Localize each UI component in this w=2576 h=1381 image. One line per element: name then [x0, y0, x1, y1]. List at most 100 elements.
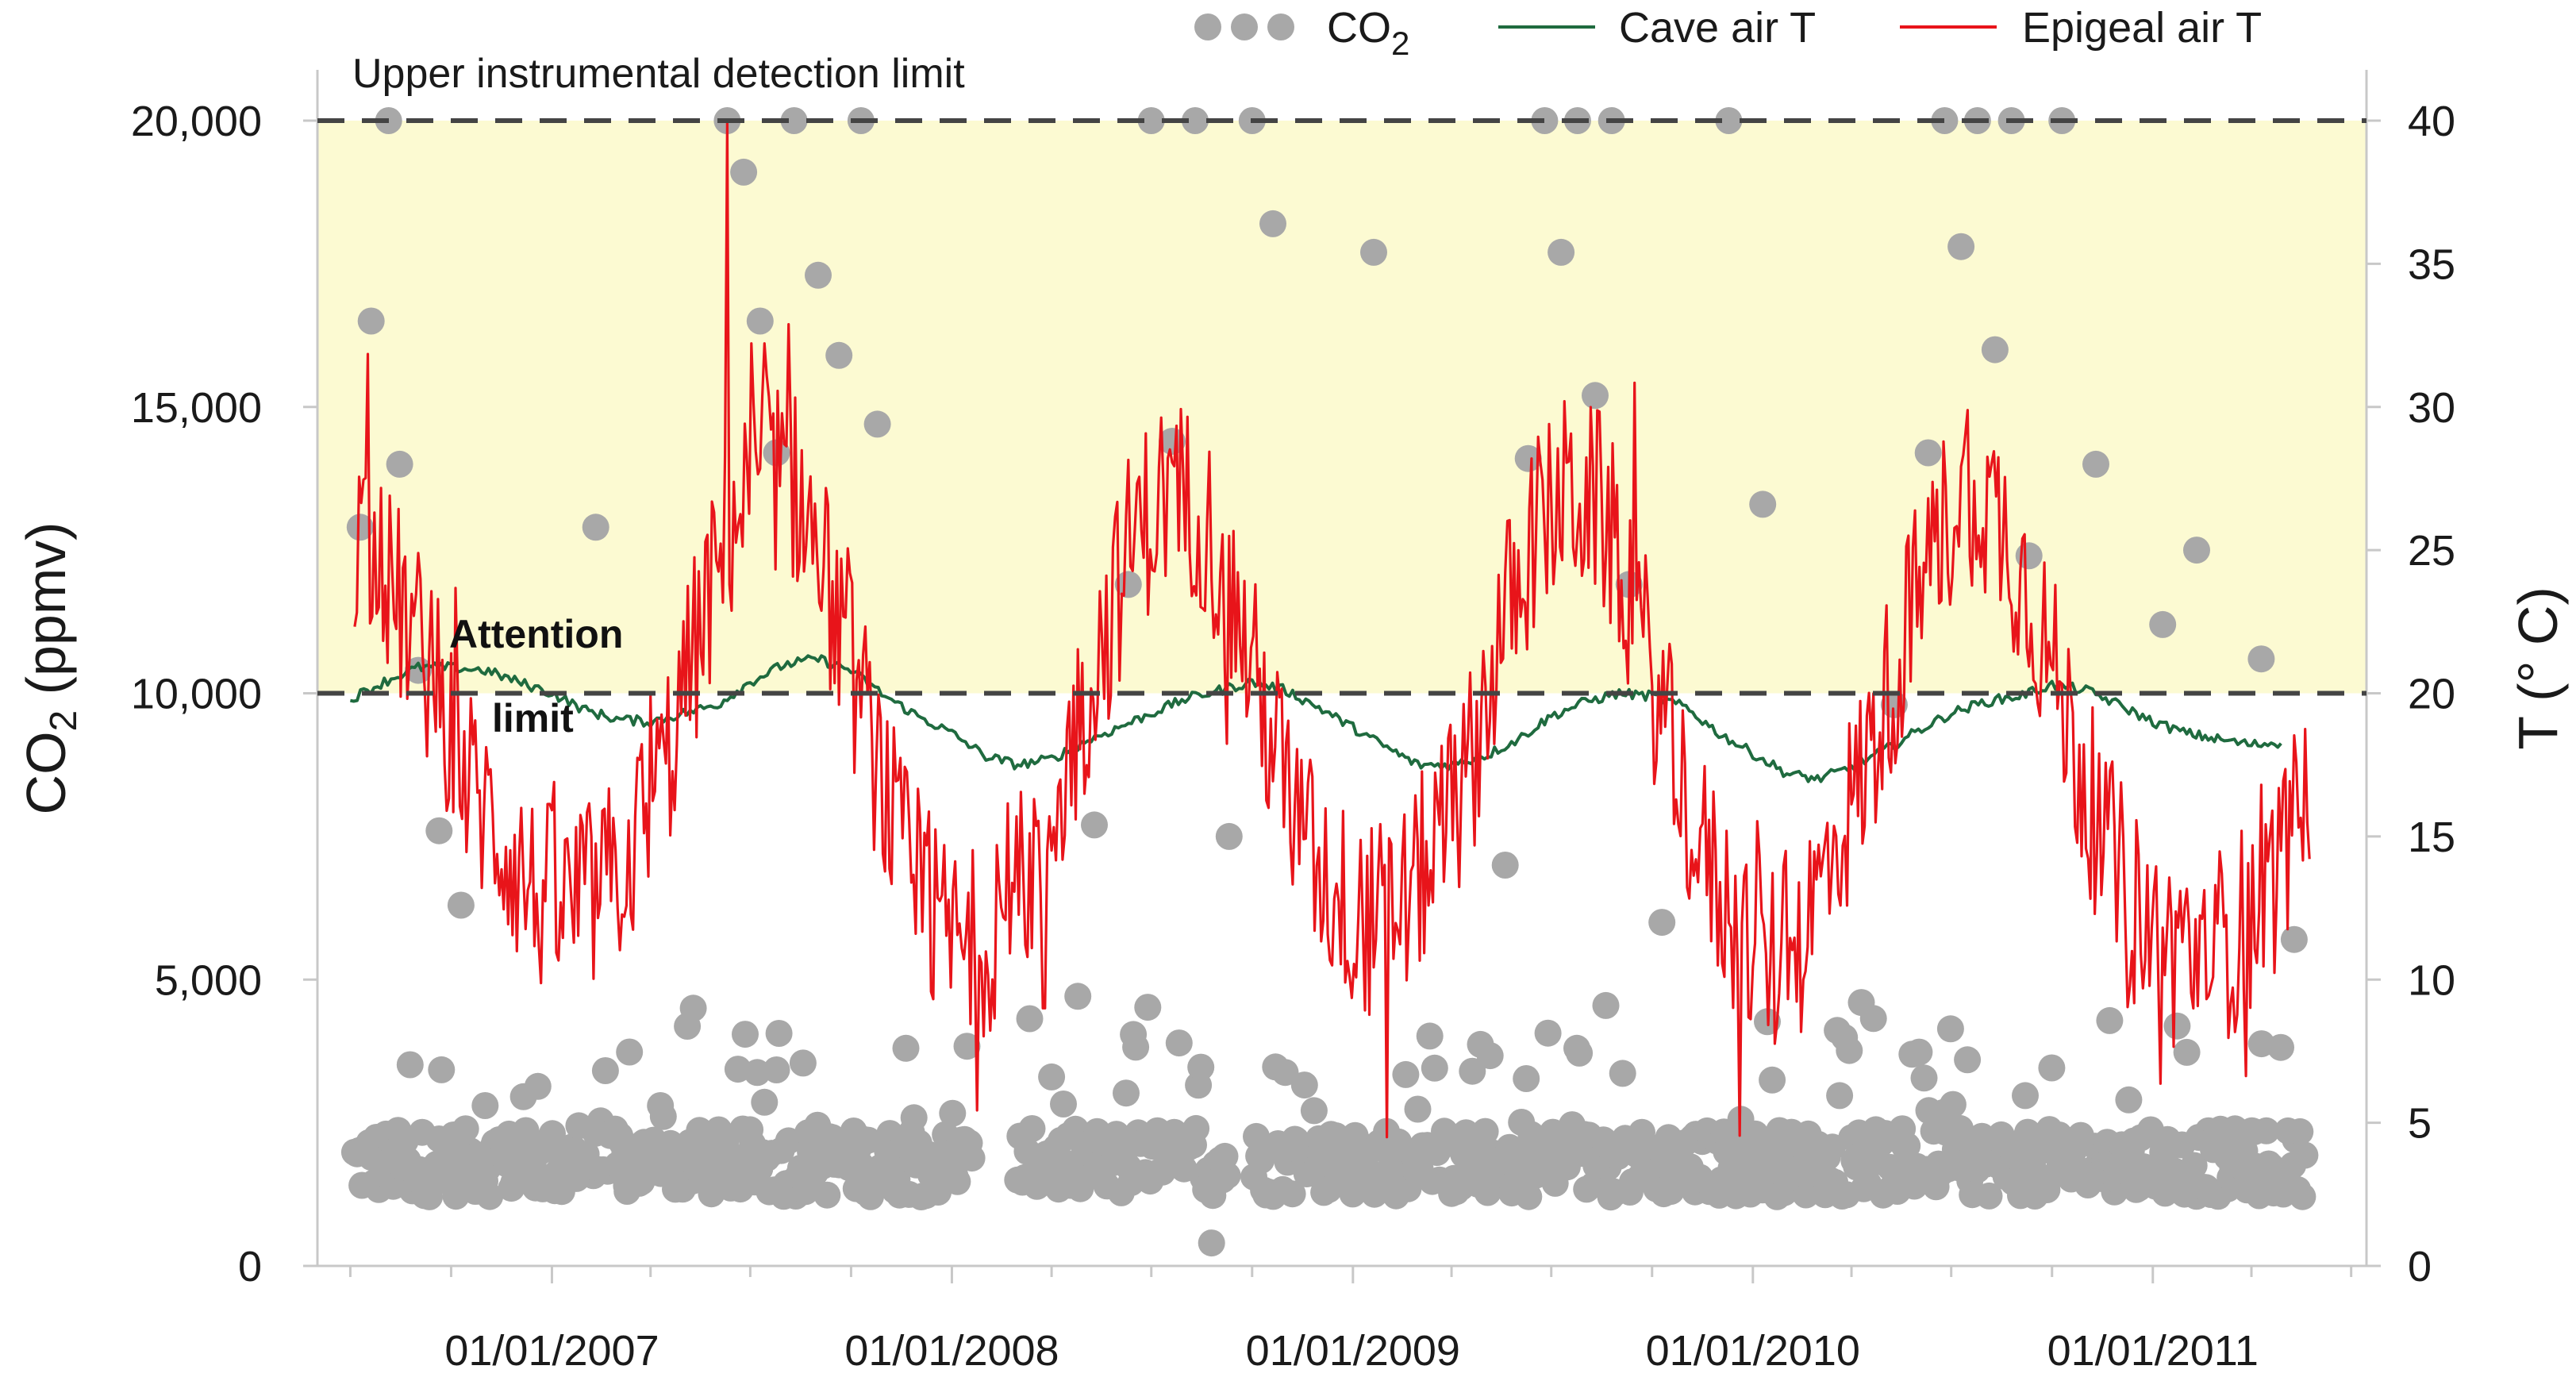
co2-point	[674, 1013, 702, 1040]
co2-point	[1491, 852, 1519, 879]
co2-point	[780, 107, 808, 134]
y-right-tick-label: 10	[2408, 956, 2455, 1004]
co2-point	[1914, 439, 1942, 467]
co2-point	[2252, 1117, 2280, 1144]
co2-point	[2280, 925, 2308, 953]
co2-point	[1300, 1097, 1328, 1125]
co2-point	[2115, 1086, 2143, 1114]
co2-point	[2180, 1152, 2208, 1179]
y-axis-left-title-sub: 2	[43, 710, 85, 732]
co2-point	[1416, 1022, 1444, 1050]
co2-point	[2286, 1117, 2314, 1145]
co2-point	[1081, 811, 1108, 839]
co2-point	[649, 1102, 677, 1130]
co2-point	[1939, 1091, 1967, 1118]
co2-point	[1514, 444, 1542, 472]
co2-point	[1859, 1005, 1887, 1033]
co2-point	[1975, 1182, 2003, 1210]
co2-point	[863, 410, 891, 438]
co2-point	[1392, 1060, 1420, 1088]
co2-point	[732, 1021, 759, 1048]
cave-air-t-line	[350, 654, 2282, 783]
x-tick-label: 01/01/2011	[2047, 1327, 2259, 1375]
co2-point	[1215, 822, 1243, 850]
co2-point	[1114, 571, 1142, 598]
legend-cave-label: Cave air T	[1619, 4, 1816, 52]
co2-point	[789, 1049, 817, 1077]
co2-point	[2096, 1006, 2124, 1034]
co2-point	[2267, 1033, 2294, 1061]
co2-point	[1213, 1162, 1241, 1190]
attention-band	[317, 121, 2366, 694]
co2-point	[1566, 1039, 1594, 1067]
co2-point	[1182, 1114, 1210, 1142]
co2-point	[2012, 1082, 2039, 1110]
co2-point	[939, 1099, 967, 1127]
co2-point	[900, 1104, 928, 1132]
co2-point	[1715, 107, 1743, 134]
co2-point	[1471, 1117, 1499, 1145]
co2-point	[746, 307, 774, 335]
y-left-tick-label: 15,000	[131, 384, 262, 432]
co2-point	[1148, 1158, 1176, 1186]
legend-co2-dot	[1231, 13, 1258, 40]
co2-point	[1459, 1057, 1486, 1085]
co2-point	[524, 1072, 552, 1100]
co2-point	[1910, 1064, 1938, 1092]
y-left-tick-label: 20,000	[131, 98, 262, 145]
co2-point	[591, 1057, 619, 1084]
co2-point	[1134, 994, 1162, 1021]
co2-point	[2183, 537, 2210, 564]
co2-point	[539, 1120, 566, 1148]
co2-point	[396, 1051, 424, 1079]
y-right-tick-label: 5	[2408, 1100, 2432, 1148]
co2-point	[476, 1183, 504, 1210]
co2-point	[1749, 490, 1777, 518]
co2-point	[1931, 107, 1959, 134]
co2-point	[1592, 991, 1620, 1019]
co2-point	[1836, 1037, 1863, 1064]
y-left-tick-label: 0	[238, 1243, 262, 1291]
co2-point	[582, 514, 609, 541]
y-right-tick-label: 35	[2408, 240, 2455, 288]
x-tick-label: 01/01/2010	[1646, 1327, 1860, 1375]
co2-point	[1018, 1115, 1046, 1142]
co2-point	[1271, 1059, 1299, 1087]
y-right-tick-label: 30	[2408, 384, 2455, 432]
co2-point	[1122, 1033, 1150, 1061]
co2-point	[1050, 1091, 1077, 1117]
co2-point	[425, 817, 453, 844]
co2-point	[386, 450, 413, 478]
co2-point	[1137, 107, 1165, 134]
co2-point	[2163, 1012, 2191, 1040]
co2-point	[1476, 1042, 1504, 1070]
detection-limit-label: Upper instrumental detection limit	[352, 51, 965, 97]
x-tick-label: 01/01/2008	[844, 1327, 1059, 1375]
y-left-tick-label: 5,000	[155, 956, 262, 1004]
co2-point	[892, 1034, 920, 1062]
co2-point	[1609, 1060, 1636, 1087]
co2-point	[763, 1056, 790, 1083]
legend-epigeal-label: Epigeal air T	[2022, 4, 2262, 52]
co2-point	[1187, 1053, 1215, 1081]
co2-point	[1159, 428, 1186, 455]
co2-point	[2149, 610, 2177, 638]
co2-point	[944, 1168, 971, 1195]
y-axis-right-title: T (° C)	[2507, 587, 2569, 750]
co2-point	[1165, 1029, 1193, 1057]
co2-point	[1064, 983, 1092, 1010]
co2-point	[1936, 1015, 1964, 1043]
co2-point	[1404, 1095, 1432, 1123]
co2-point	[2038, 1054, 2066, 1082]
co2-point	[1290, 1071, 1318, 1099]
y-axis-left-title-unit: (ppmv)	[15, 522, 77, 710]
attention-limit-label-line1: Attention	[449, 612, 623, 656]
co2-point	[2173, 1038, 2201, 1066]
co2-point	[447, 891, 475, 919]
legend-co2-dot	[1267, 13, 1294, 40]
co2-point	[2291, 1141, 2319, 1169]
co2-point	[471, 1092, 499, 1119]
co2-point	[1421, 1054, 1448, 1082]
legend: CO2 Cave air T Epigeal air T	[1194, 4, 2262, 62]
